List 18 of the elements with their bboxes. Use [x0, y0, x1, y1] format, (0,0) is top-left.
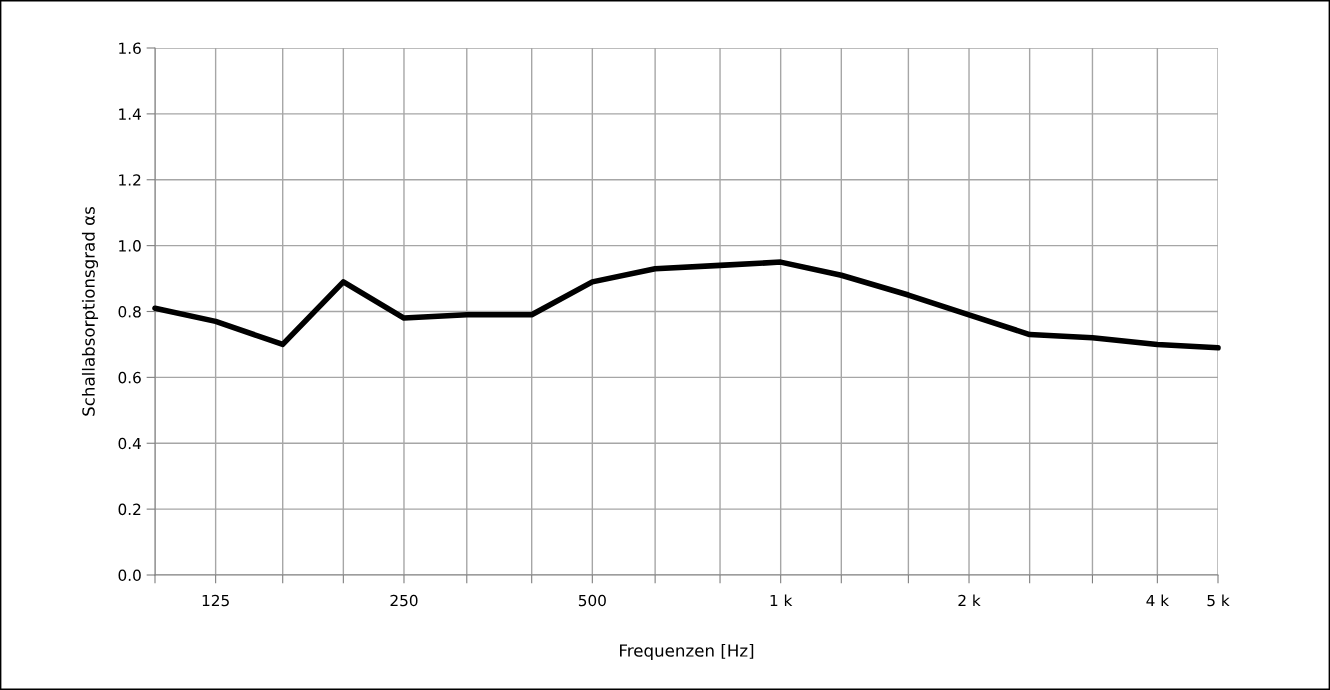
y-tick-label: 0.8 — [118, 305, 141, 318]
y-tick-label: 1.2 — [119, 174, 141, 186]
x-tick-label: 250 — [390, 594, 418, 607]
y-tick-label: 0.0 — [118, 569, 141, 582]
x-tick-label: 5 k — [1207, 594, 1230, 607]
y-tick-label: 1.0 — [119, 240, 141, 252]
x-tick-label: 125 — [202, 594, 229, 607]
x-tick-label: 4 k — [1146, 594, 1170, 607]
y-tick-label: 0.2 — [118, 503, 141, 516]
x-tick-label: 500 — [578, 594, 606, 607]
x-axis-title: Frequenzen [Hz] — [620, 643, 754, 661]
y-tick-label: 1.4 — [119, 108, 141, 120]
y-axis-title: Schallabsorptionsgrad αs — [81, 206, 99, 416]
y-tick-label: 0.6 — [118, 371, 141, 384]
y-tick-label: 1.6 — [119, 42, 141, 55]
x-tick-label: 1 k — [770, 594, 793, 607]
y-tick-label: 0.4 — [118, 437, 141, 450]
x-tick-label: 2 k — [958, 594, 981, 607]
